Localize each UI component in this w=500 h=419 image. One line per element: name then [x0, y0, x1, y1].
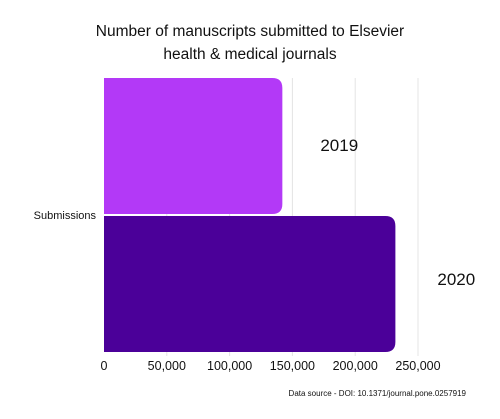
chart-title: Number of manuscripts submitted to Elsev… — [0, 20, 500, 66]
bar-2019 — [104, 78, 283, 214]
source-note: Data source - DOI: 10.1371/journal.pone.… — [288, 389, 466, 398]
bar-labels: 2019 2020 — [320, 136, 475, 289]
chart-title-line-2: health & medical journals — [163, 46, 337, 63]
x-tick-label: 100,000 — [207, 359, 252, 373]
chart-title-line-1: Number of manuscripts submitted to Elsev… — [95, 23, 405, 40]
category-label: Submissions — [34, 210, 97, 222]
x-tick-label: 250,000 — [395, 359, 440, 373]
x-tick-label: 150,000 — [270, 359, 315, 373]
bar-label-2019: 2019 — [320, 136, 358, 155]
bar-label-2020: 2020 — [437, 270, 475, 289]
x-tick-label: 200,000 — [333, 359, 378, 373]
x-tick-label: 0 — [101, 359, 108, 373]
x-axis-ticks: 0 50,000 100,000 150,000 200,000 250,000 — [101, 359, 441, 373]
x-tick-label: 50,000 — [148, 359, 186, 373]
bar-2020 — [104, 216, 396, 352]
bars — [104, 78, 396, 352]
